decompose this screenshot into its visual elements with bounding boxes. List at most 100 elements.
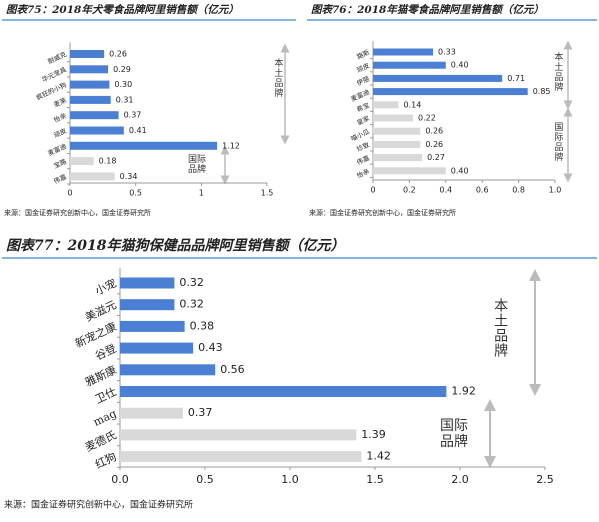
bar: [70, 157, 94, 166]
bar: [373, 127, 421, 135]
bar: [373, 140, 421, 148]
category-label: 雅斯康: [83, 363, 119, 390]
category-label: 顽皮: [355, 60, 371, 74]
category-label: 美滋元: [83, 298, 118, 324]
bar: [373, 167, 446, 175]
category-label: 小宠: [93, 276, 119, 298]
x-tick-label: 0: [67, 189, 72, 198]
value-label: 1.92: [451, 385, 476, 398]
bar: [373, 74, 503, 82]
x-tick-label: 1.0: [549, 186, 562, 195]
source: 来源：国金证券研究创新中心，国金证券研究所: [4, 208, 151, 217]
bar: [120, 342, 194, 354]
category-label: 伟嘉: [355, 153, 371, 167]
category-label: mag: [91, 407, 118, 429]
value-label: 0.26: [425, 140, 443, 149]
bar: [70, 141, 218, 150]
category-label: 卫仕: [93, 385, 118, 406]
bar: [120, 364, 216, 376]
value-label: 0.71: [507, 74, 525, 83]
bar: [120, 451, 362, 463]
value-label: 0.37: [124, 111, 142, 120]
value-label: 0.37: [188, 406, 213, 419]
value-label: 0.22: [418, 114, 436, 123]
bar: [120, 386, 447, 397]
bar: [373, 88, 528, 96]
panel: [0, 0, 298, 222]
bar: [70, 126, 124, 135]
category-label: 麦富迪: [349, 87, 371, 104]
value-label: 0.43: [198, 341, 223, 354]
category-label: 麦德氏: [83, 428, 119, 455]
x-tick-label: 0: [370, 186, 375, 195]
annotation-international: 国际品牌: [440, 418, 468, 451]
annotation-local: 本土品牌: [492, 298, 509, 358]
source: 来源：国金证券研究创新中心，国金证券研究所: [309, 208, 456, 217]
value-label: 0.32: [179, 276, 204, 289]
category-label: 红狗: [93, 450, 118, 471]
category-label: 谷登: [93, 341, 119, 363]
value-label: 0.31: [116, 95, 134, 104]
bar: [70, 80, 110, 89]
x-tick-label: 1.5: [261, 189, 274, 198]
annotation-international: 国际品牌: [552, 122, 563, 162]
chart-title: 图表77：2018年猫狗保健品品牌阿里销售额（亿元）: [6, 237, 344, 254]
chart-title: 图表75：2018年犬零食品牌阿里销售额（亿元）: [6, 3, 239, 16]
bar: [120, 429, 357, 441]
x-tick-label: 1.0: [281, 473, 299, 486]
bar: [70, 111, 119, 120]
bar: [373, 154, 423, 162]
value-label: 0.26: [425, 127, 443, 136]
value-label: 0.29: [113, 65, 131, 74]
value-label: 0.18: [99, 157, 117, 166]
x-tick-label: 1.5: [366, 473, 384, 486]
value-label: 0.26: [109, 50, 127, 59]
value-label: 0.40: [451, 166, 469, 175]
category-label: 皇家: [355, 113, 371, 127]
category-label: 希宝: [355, 100, 371, 114]
bar: [120, 277, 175, 289]
annotation-international: 国际品牌: [188, 155, 207, 176]
x-tick-label: 0.0: [111, 473, 129, 486]
bar: [120, 320, 185, 332]
bar: [70, 95, 111, 104]
x-tick-label: 2.0: [451, 473, 469, 486]
bar: [373, 61, 446, 69]
x-tick-label: 2.5: [536, 473, 554, 486]
bar: [373, 114, 414, 122]
value-label: 0.40: [451, 61, 469, 70]
x-tick-label: 1: [199, 189, 204, 198]
category-label: 路斯: [355, 47, 371, 61]
category-label: 喵小瓜: [349, 126, 371, 143]
bar: [70, 65, 109, 74]
category-label: 伊丽: [355, 74, 371, 88]
bar: [70, 172, 115, 181]
value-label: 0.38: [190, 319, 215, 332]
value-label: 0.34: [120, 172, 138, 181]
value-label: 0.32: [179, 298, 204, 311]
x-tick-label: 0.2: [403, 186, 416, 195]
bar: [70, 50, 105, 58]
value-label: 0.85: [533, 87, 551, 96]
source: 来源：国金证券研究创新中心，国金证券研究所: [4, 499, 193, 511]
value-label: 0.41: [129, 126, 147, 135]
value-label: 1.42: [366, 450, 391, 463]
value-label: 0.27: [427, 153, 445, 162]
x-tick-label: 0.6: [476, 186, 489, 195]
x-tick-label: 0.5: [129, 189, 142, 198]
bar: [120, 299, 175, 311]
bar: [373, 48, 434, 56]
annotation-local: 本土品牌: [272, 58, 283, 98]
value-label: 0.56: [220, 363, 245, 376]
value-label: 0.14: [403, 100, 421, 109]
chart-title: 图表76：2018年猫零食品牌阿里销售额（亿元）: [311, 3, 544, 16]
bar: [120, 407, 183, 419]
value-label: 0.33: [438, 48, 456, 57]
bar: [373, 101, 399, 109]
value-label: 1.39: [361, 428, 386, 441]
value-label: 1.12: [222, 141, 240, 150]
x-tick-label: 0.4: [439, 186, 452, 195]
x-tick-label: 0.5: [196, 473, 214, 486]
category-label: 珍致: [355, 140, 371, 154]
